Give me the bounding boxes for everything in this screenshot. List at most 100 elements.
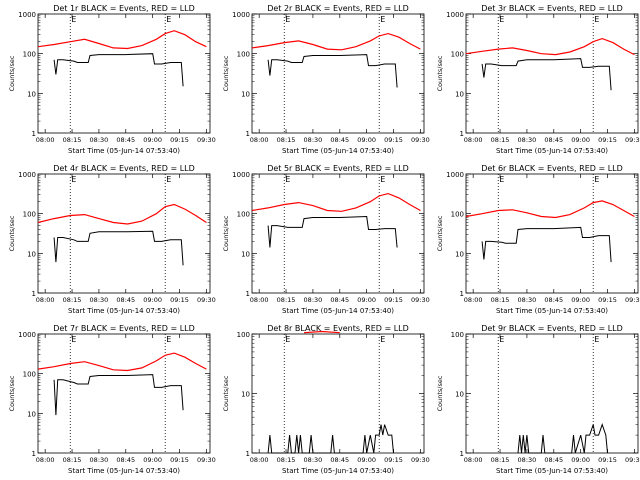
x-tick-label: 09:00 [143,136,162,144]
time-marker-label: E [380,175,385,184]
plot-frame [465,13,639,134]
x-tick-label: 09:15 [170,456,189,464]
x-tick-label: 09:30 [625,136,640,144]
time-marker-label: E [499,335,504,344]
y-tick-label: 10 [455,391,464,399]
chart-panel-9: Det 9r BLACK = Events, RED = LLD Counts/s… [436,324,640,475]
x-tick-label: 09:15 [384,456,403,464]
time-marker-label: E [380,15,385,24]
x-tick-label: 08:15 [491,136,510,144]
plot-frame [465,333,639,454]
time-marker-label: E [594,15,599,24]
y-tick-label: 1000 [232,11,250,19]
chart-panel-2: Det 2r BLACK = Events, RED = LLD Counts/s… [222,4,430,155]
y-tick-label: 10 [27,410,36,418]
x-tick-label: 08:00 [36,136,55,144]
x-tick-label: 08:30 [90,296,109,304]
time-marker-label: E [285,15,290,24]
x-tick-label: 09:15 [384,296,403,304]
x-tick-label: 08:15 [277,136,296,144]
y-axis-label: Counts/sec [436,375,444,411]
y-tick-label: 100 [237,331,250,339]
time-marker-label: E [166,15,171,24]
y-tick-label: 10 [27,90,36,98]
time-marker-label: E [71,175,76,184]
plot-frame [251,333,425,454]
chart-title: Det 8r BLACK = Events, RED = LLD [267,324,409,333]
chart-title: Det 9r BLACK = Events, RED = LLD [481,324,623,333]
chart-title: Det 2r BLACK = Events, RED = LLD [267,4,409,13]
x-tick-label: 08:30 [304,136,323,144]
x-tick-label: 08:00 [36,296,55,304]
x-tick-label: 08:30 [518,296,537,304]
events-series-line [481,226,612,263]
x-tick-label: 08:45 [544,296,563,304]
y-axis-label: Counts/sec [222,375,230,411]
x-tick-label: 09:15 [384,136,403,144]
y-tick-label: 1 [246,450,250,458]
x-tick-label: 09:00 [571,456,590,464]
y-tick-label: 1000 [232,171,250,179]
lld-series-line [37,352,207,372]
y-tick-label: 1 [246,290,250,298]
x-axis-label: Start Time (05-Jun-14 07:53:40) [496,147,608,155]
y-tick-label: 1000 [446,11,464,19]
events-series-line [53,374,184,416]
plot-frame [37,13,211,134]
x-axis-label: Start Time (05-Jun-14 07:53:40) [496,467,608,475]
x-tick-label: 09:30 [625,456,640,464]
chart-panel-8: Det 8r BLACK = Events, RED = LLD Counts/s… [222,324,430,475]
y-axis-label: Counts/sec [436,215,444,251]
y-tick-label: 1000 [18,171,36,179]
chart-title: Det 6r BLACK = Events, RED = LLD [481,164,623,173]
time-marker-label: E [71,15,76,24]
x-tick-label: 08:15 [491,296,510,304]
y-tick-label: 10 [27,250,36,258]
chart-panel-7: Det 7r BLACK = Events, RED = LLD Counts/s… [8,324,216,475]
x-tick-label: 08:00 [464,296,483,304]
x-tick-label: 09:00 [357,296,376,304]
x-tick-label: 09:30 [625,296,640,304]
y-tick-label: 10 [241,250,250,258]
x-axis-label: Start Time (05-Jun-14 07:53:40) [68,147,180,155]
events-series-line [267,54,398,88]
x-tick-label: 08:30 [304,456,323,464]
y-tick-label: 10 [241,391,250,399]
x-axis-label: Start Time (05-Jun-14 07:53:40) [282,147,394,155]
x-tick-label: 08:15 [63,456,82,464]
chart-panel-6: Det 6r BLACK = Events, RED = LLD Counts/s… [436,164,640,315]
x-tick-label: 09:00 [143,456,162,464]
time-marker-label: E [166,175,171,184]
x-tick-label: 09:00 [357,136,376,144]
chart-panel-3: Det 3r BLACK = Events, RED = LLD Counts/s… [436,4,640,155]
x-tick-label: 08:45 [544,136,563,144]
x-tick-label: 08:00 [250,296,269,304]
x-tick-label: 08:15 [491,456,510,464]
y-tick-label: 100 [23,211,36,219]
x-tick-label: 09:30 [411,136,430,144]
x-tick-label: 08:45 [116,296,135,304]
lld-series-line [303,330,340,334]
lld-series-line [37,30,207,50]
x-tick-label: 08:30 [304,296,323,304]
y-tick-label: 1 [246,130,250,138]
plot-frame [465,173,639,294]
x-tick-label: 08:15 [63,136,82,144]
lld-series-line [251,192,421,212]
events-series-line [267,215,398,248]
x-tick-label: 09:15 [598,136,617,144]
x-tick-label: 08:30 [518,456,537,464]
time-marker-label: E [166,335,171,344]
chart-panel-4: Det 4r BLACK = Events, RED = LLD Counts/s… [8,164,216,315]
time-marker-label: E [285,175,290,184]
y-tick-label: 1 [32,130,36,138]
x-tick-label: 08:15 [63,296,82,304]
x-axis-label: Start Time (05-Jun-14 07:53:40) [496,307,608,315]
x-tick-label: 08:45 [116,136,135,144]
time-marker-label: E [380,335,385,344]
x-tick-label: 08:00 [36,456,55,464]
y-tick-label: 100 [451,211,464,219]
x-tick-label: 08:15 [277,456,296,464]
y-tick-label: 1 [460,450,464,458]
x-tick-label: 09:00 [571,296,590,304]
